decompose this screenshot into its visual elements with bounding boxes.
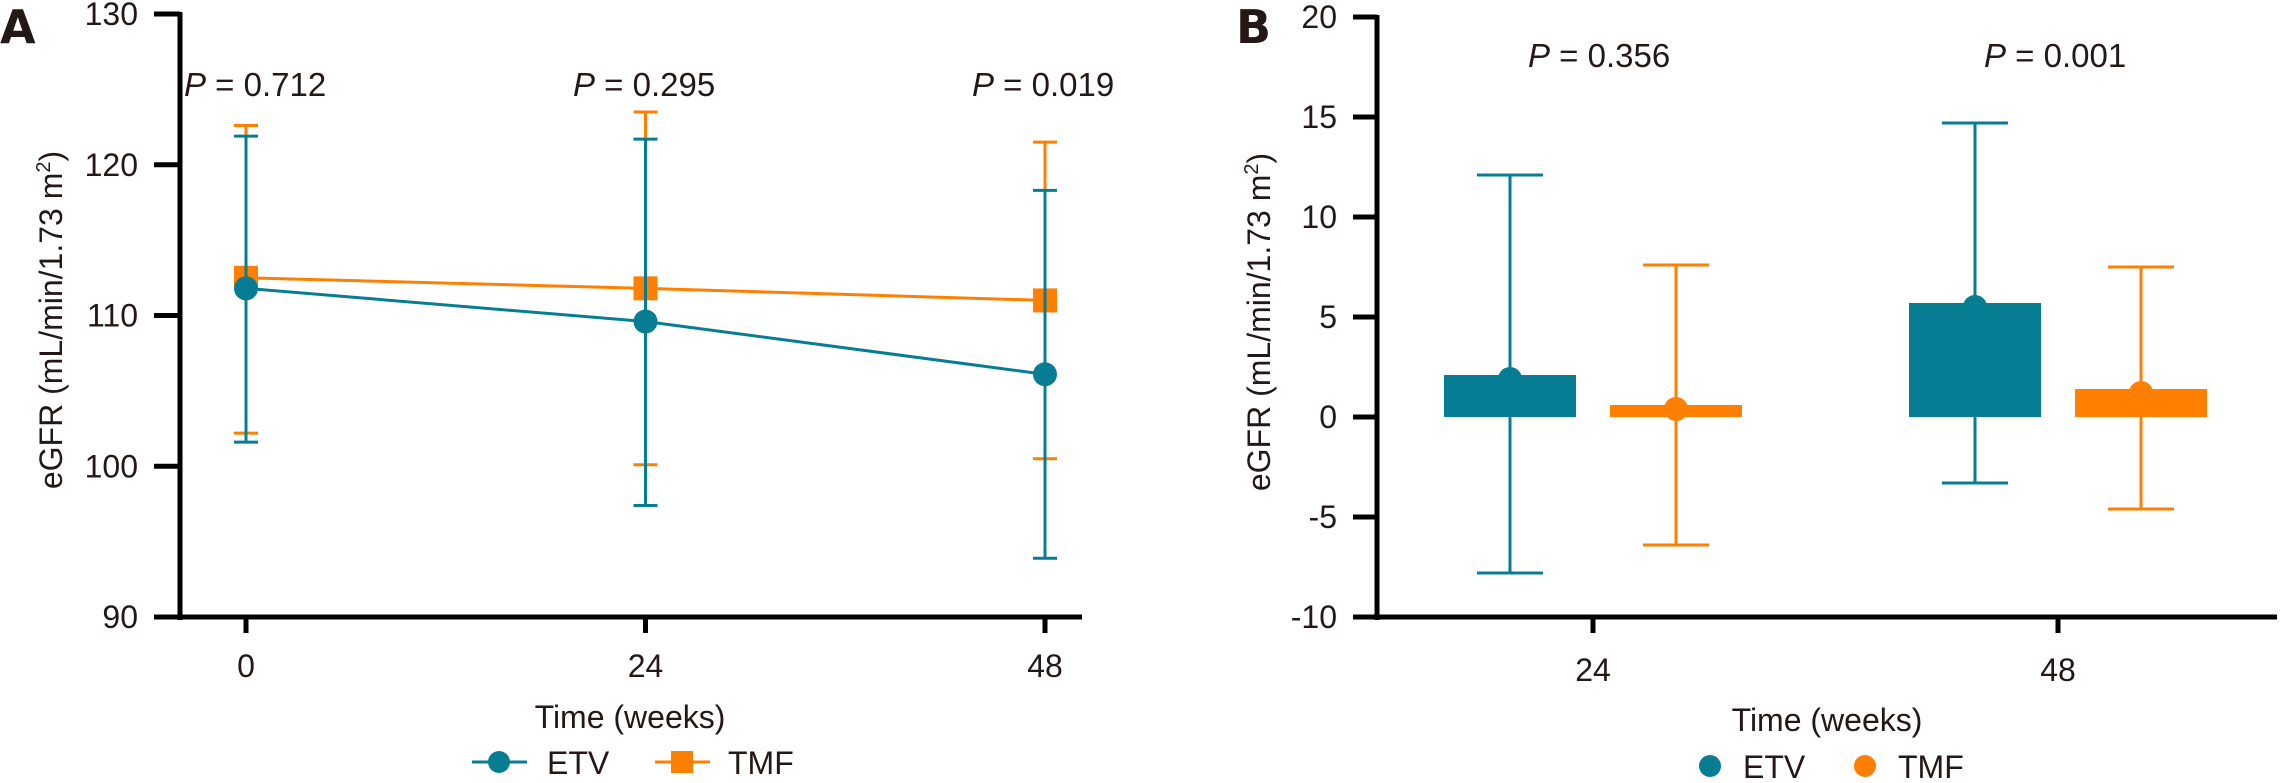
x-tick-label: 24 [1575,652,1611,688]
y-axis-title-close: ) [1241,153,1277,164]
bar-group-tmf [2075,265,2207,511]
x-tick-label: 24 [628,648,664,684]
bar-group-etv [1444,173,1576,575]
legend-label: ETV [547,745,610,781]
p-symbol: P [184,66,206,103]
x-tick-label: 48 [1027,648,1063,684]
panel-letter-b: B [1236,0,1271,54]
p-symbol: P [972,66,994,103]
axes-b: -10 -5 0 5 10 15 20 24 48 [1291,0,2277,688]
legend-item-tmf: TMF [655,745,794,781]
legend-circle-icon [1854,755,1876,777]
legend-a: ETV TMF [472,745,794,781]
p-value-annotation: P = 0.019 [972,66,1114,103]
panel-letter-a: A [0,0,36,54]
mean-point [2129,381,2153,405]
x-tick-label: 48 [2040,652,2076,688]
y-tick-label: 130 [85,0,138,32]
y-axis-title-sup: 2 [33,162,55,173]
x-tick-label: 0 [237,648,255,684]
y-tick-label: 90 [102,599,138,635]
p-value: = 0.712 [206,66,326,103]
y-tick-label: 120 [85,147,138,183]
annotations-b: P = 0.356 P = 0.001 [1528,37,2126,74]
x-axis-title-b: Time (weeks) [1732,702,1923,738]
y-axis-title-main: eGFR (mL/min/1.73 m [33,173,69,490]
p-symbol: P [573,66,595,103]
marks-b [1444,121,2207,575]
mean-point [1664,397,1688,421]
y-tick-label: 0 [1319,399,1337,435]
annotations-a: P = 0.712 P = 0.295 P = 0.019 [184,66,1114,103]
legend-square-icon [671,751,693,773]
legend-item-etv: ETV [472,745,610,781]
y-axis-title-a: eGFR (mL/min/1.73 m2) [33,151,69,489]
x-axis-title-a: Time (weeks) [535,699,726,735]
y-tick-label: -5 [1309,499,1337,535]
p-value: = 0.001 [2006,37,2126,74]
mean-point [1498,367,1522,391]
p-value-annotation: P = 0.001 [1984,37,2126,74]
panel-a: A eGFR (mL/min/1.73 m2) 90 100 110 120 130 0 2… [0,0,1114,781]
y-tick-label: 15 [1301,99,1337,135]
y-axis-title-b: eGFR (mL/min/1.73 m2) [1241,153,1277,491]
marks-a [234,110,1057,560]
legend-label: TMF [1898,749,1964,783]
p-value: = 0.295 [595,66,715,103]
p-value: = 0.356 [1550,37,1670,74]
p-symbol: P [1984,37,2006,74]
y-tick-label: 100 [85,448,138,484]
y-tick-label: 20 [1301,0,1337,35]
bar [1909,303,2041,417]
legend-b: ETV TMF [1699,749,1964,783]
y-tick-label: -10 [1291,599,1337,635]
y-axis-title-main: eGFR (mL/min/1.73 m [1241,175,1277,492]
y-tick-label: 10 [1301,199,1337,235]
y-axis-title-sup: 2 [1241,164,1263,175]
p-value-annotation: P = 0.356 [1528,37,1670,74]
bar-group-etv [1909,121,2041,485]
p-value: = 0.019 [994,66,1114,103]
y-axis-title-close: ) [33,151,69,162]
legend-item-tmf: TMF [1854,749,1964,783]
legend-label: ETV [1743,749,1806,783]
p-symbol: P [1528,37,1550,74]
legend-label: TMF [728,745,794,781]
p-value-annotation: P = 0.712 [184,66,326,103]
legend-item-etv: ETV [1699,749,1806,783]
y-tick-label: 5 [1319,299,1337,335]
mean-point [1963,295,1987,319]
axes-a: 90 100 110 120 130 0 24 48 [85,0,1082,684]
panel-b: B eGFR (mL/min/1.73 m2) -10 -5 0 5 10 15 20 24 4… [1236,0,2277,783]
bar-group-tmf [1610,263,1742,547]
p-value-annotation: P = 0.295 [573,66,715,103]
legend-circle-icon [488,751,510,773]
y-tick-label: 110 [87,298,138,334]
legend-circle-icon [1699,755,1721,777]
